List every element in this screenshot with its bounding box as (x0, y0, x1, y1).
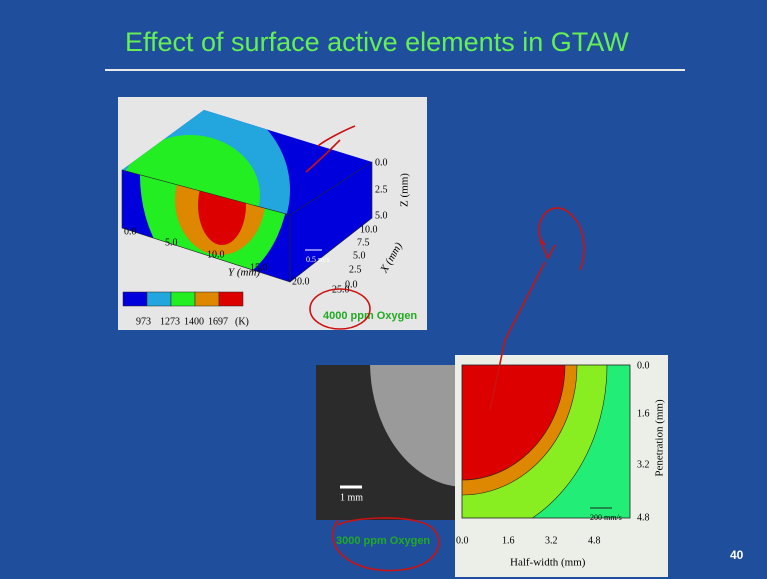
legend-swatch (219, 292, 243, 306)
x-tick: 3.2 (545, 535, 558, 546)
slide: Effect of surface active elements in GTA… (0, 0, 767, 579)
x-tick: 1.6 (502, 535, 515, 546)
y-tick: 5.0 (165, 237, 178, 248)
scale-label: 1 mm (340, 492, 363, 503)
z-tick: 0.0 (375, 157, 388, 168)
legend-label: (K) (235, 316, 249, 327)
x-tick: 10.0 (360, 224, 378, 235)
legend-swatch (195, 292, 219, 306)
z-tick: 2.5 (375, 184, 388, 195)
y-tick: 10.0 (207, 249, 225, 260)
y-axis-label: Penetration (mm) (654, 399, 666, 477)
legend-label: 973 (136, 316, 151, 327)
velocity-label: 0.5 m/s (306, 255, 330, 264)
y-tick: 3.2 (637, 459, 650, 470)
x-tick: 5.0 (353, 250, 366, 261)
velocity-label: 200 mm/s (590, 513, 622, 522)
page-number: 40 (730, 548, 744, 562)
x-axis-label: Half-width (mm) (510, 557, 586, 569)
slide-title: Effect of surface active elements in GTA… (125, 27, 629, 57)
y-tick: 0.0 (124, 226, 137, 237)
z-axis-label: Z (mm) (399, 173, 411, 207)
legend-swatch (147, 292, 171, 306)
x-tick: 0.0 (456, 535, 469, 546)
x-tick: 0.0 (345, 279, 358, 290)
x-tick: 7.5 (357, 237, 370, 248)
y-tick: 1.6 (637, 408, 650, 419)
y-axis-label: Y (mm) (228, 267, 260, 279)
y-tick: 20.0 (292, 276, 310, 287)
caption: 3000 ppm Oxygen (336, 535, 430, 547)
legend-label: 1273 (160, 316, 180, 327)
x-tick: 4.8 (588, 535, 601, 546)
legend-label: 1697 (208, 316, 228, 327)
legend-label: 1400 (184, 316, 204, 327)
x-tick: 2.5 (349, 264, 362, 275)
figure-top: 0.5 m/s 0.0 5.0 10.0 15.0 20.0 25.0 Y (m… (90, 65, 427, 330)
legend-swatch (123, 292, 147, 306)
z-tick: 5.0 (375, 210, 388, 221)
legend-swatch (171, 292, 195, 306)
y-tick: 4.8 (637, 512, 650, 523)
y-tick: 0.0 (637, 360, 650, 371)
